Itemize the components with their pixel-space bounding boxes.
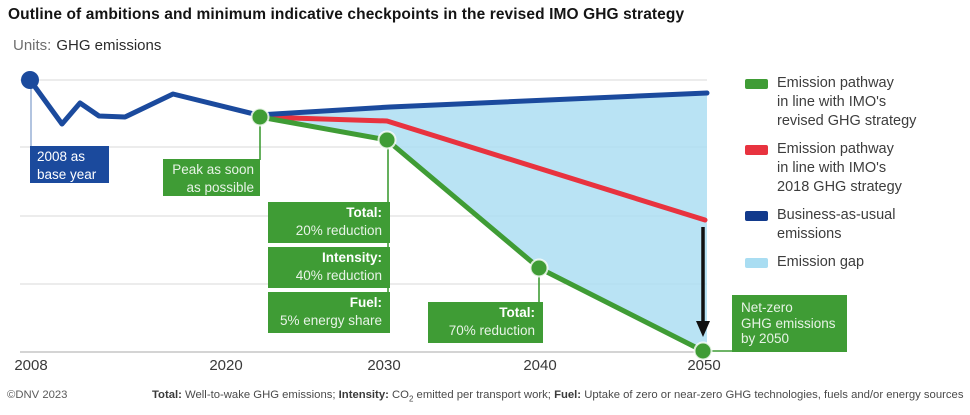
x-tick-2008: 2008 [14,357,48,374]
annotation-title: Intensity: [321,250,382,265]
annotation-line: base year [37,166,97,182]
footnote-total-label: Total: [152,389,182,401]
legend-swatch-lightblue [745,258,768,268]
annotation-value: 70% reduction [448,322,535,338]
annotation-line: GHG emissions [741,315,836,331]
legend-label-line: 2018 GHG strategy [777,179,902,195]
annotation-title: Total: [346,205,382,220]
legend-label: Emission pathway in line with IMO's 2018… [777,140,902,197]
legend: Emission pathway in line with IMO's revi… [745,74,916,281]
data-point-2008 [21,71,39,89]
business-as-usual-line [27,77,710,127]
co2-subscript: 2 [408,394,414,404]
data-point-peak [250,107,270,127]
annotation-total-20: Total: 20% reduction [268,202,390,243]
legend-label-line: emissions [777,226,842,242]
legend-label-line: Emission pathway [777,75,894,91]
annotation-line: by 2050 [741,331,790,346]
annotation-value: 20% reduction [295,222,382,238]
x-tick-2040: 2040 [523,357,557,374]
annotation-title: Fuel: [349,295,382,310]
legend-label-line: revised GHG strategy [777,113,917,129]
legend-label: Emission pathway in line with IMO's revi… [777,74,916,131]
annotation-total-70: Total: 70% reduction [428,302,543,343]
arrow-head [696,321,710,337]
data-point-2040 [529,258,549,278]
legend-label: Emission gap [777,253,864,272]
annotation-title: Total: [499,305,535,320]
annotation-line: Net-zero [741,300,793,315]
x-tick-2030: 2030 [367,357,401,374]
legend-swatch-red [745,145,768,155]
emission-gap-arrow [696,227,710,337]
legend-label-line: Emission pathway [777,141,894,157]
annotation-line: as possible [186,179,254,195]
footnote-text: Well-to-wake GHG emissions; [181,389,339,401]
legend-item-business-as-usual: Business-as-usual emissions [745,206,916,244]
legend-item-emission-gap: Emission gap [745,253,916,272]
footnote-text: emitted per transport work; [413,389,555,401]
legend-item-2018-strategy: Emission pathway in line with IMO's 2018… [745,140,916,197]
annotation-value: 40% reduction [295,267,382,283]
chart-title: Outline of ambitions and minimum indicat… [8,6,685,23]
legend-label-line: in line with IMO's [777,160,887,176]
data-point-2050 [693,341,713,361]
annotation-peak: Peak as soon as possible [163,159,260,196]
revised-strategy-line [257,114,706,354]
footnote-text: CO [388,389,409,401]
legend-label-line: Business-as-usual [777,207,896,223]
x-tick-2020: 2020 [209,357,243,374]
annotation-intensity-40: Intensity: 40% reduction [268,247,390,288]
annotation-base-year: 2008 as base year [30,146,109,183]
legend-label: Business-as-usual emissions [777,206,895,244]
legend-item-revised-strategy: Emission pathway in line with IMO's revi… [745,74,916,131]
data-point-2030 [377,130,397,150]
annotation-line: 2008 as [37,149,86,164]
annotation-line: Peak as soon [172,162,254,177]
legend-swatch-green [745,79,768,89]
annotation-value: 5% energy share [279,312,382,328]
legend-swatch-navy [745,211,768,221]
footnote-intensity-label: Intensity: [338,389,389,401]
units-label: Units: GHG emissions [13,37,161,54]
annotation-fuel-5: Fuel: 5% energy share [268,292,390,333]
emission-gap-area [260,93,707,351]
units-value: GHG emissions [56,37,162,54]
legend-label-line: in line with IMO's [777,94,887,110]
footnote-text: Uptake of zero or near-zero GHG technolo… [581,389,964,401]
footnote: Total: Well-to-wake GHG emissions; Inten… [152,389,963,403]
footnote-fuel-label: Fuel: [554,389,582,401]
legend-label-line: Emission gap [777,254,865,270]
x-tick-2050: 2050 [687,357,721,374]
pathway-2018-strategy-line [257,114,708,223]
annotation-net-zero: Net-zero GHG emissions by 2050 [732,295,847,352]
units-prefix: Units: [13,37,52,54]
copyright-label: ©DNV 2023 [7,389,68,401]
